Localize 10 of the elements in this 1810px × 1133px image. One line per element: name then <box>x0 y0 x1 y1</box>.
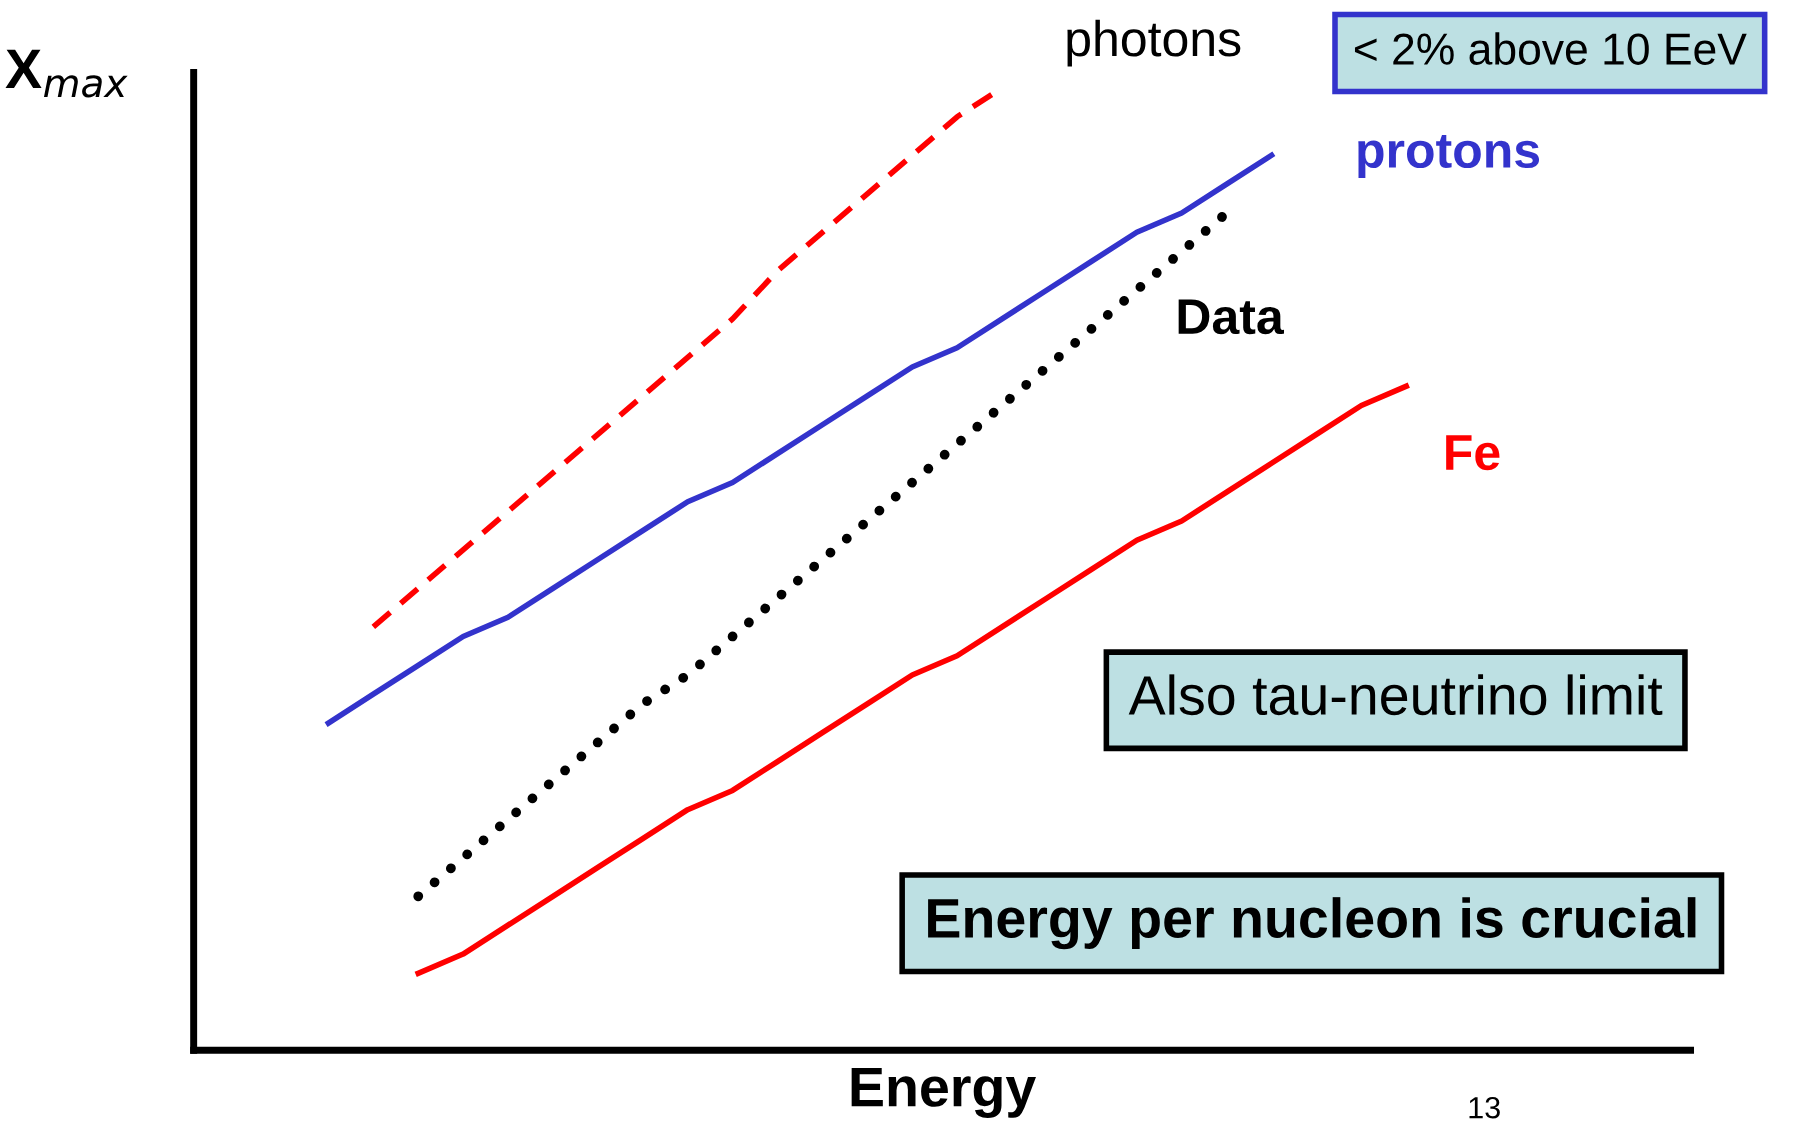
annotation: Also tau-neutrino limit <box>1128 674 1663 716</box>
series-label: Fe <box>1446 435 1500 471</box>
annotation: Energy per nucleon is crucial <box>928 897 1696 950</box>
y-axis-title: X$_{max}$ <box>5 49 128 98</box>
x-axis-title: Energy <box>851 1068 1036 1119</box>
text: < 2% above 10 EeV <box>1354 32 1747 65</box>
series-label: protons <box>1358 134 1540 178</box>
series-label: photons <box>1067 19 1241 67</box>
series-label: Data <box>1178 299 1285 335</box>
text: 13 <box>1469 1096 1500 1119</box>
